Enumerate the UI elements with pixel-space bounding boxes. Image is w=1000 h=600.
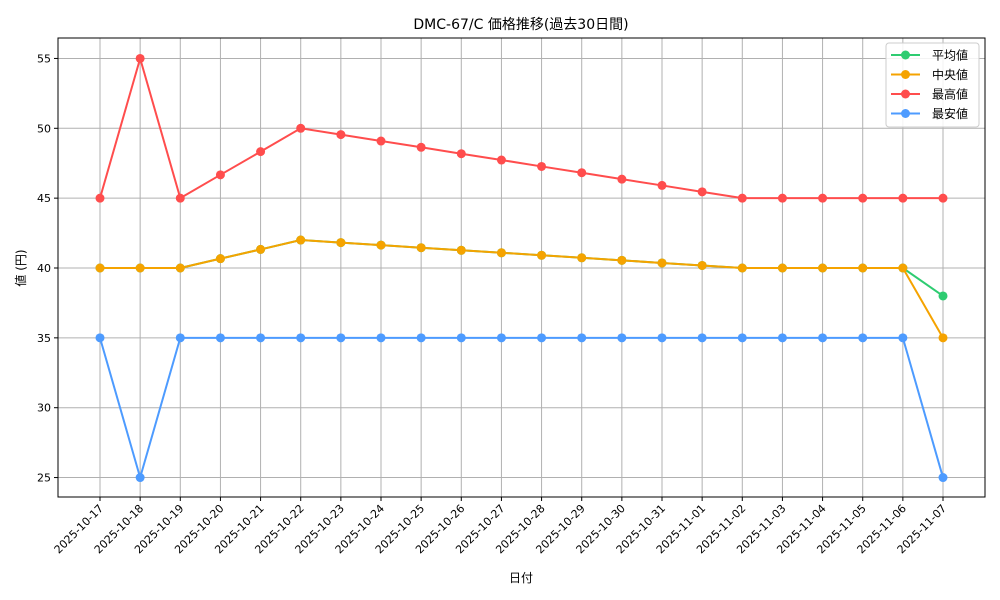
data-point-marker <box>617 255 627 265</box>
series-line <box>95 333 948 483</box>
data-point-marker <box>376 333 386 343</box>
data-point-marker <box>577 168 587 178</box>
data-point-marker <box>376 136 386 146</box>
data-point-marker <box>617 174 627 184</box>
legend-marker-swatch <box>901 89 910 99</box>
data-point-marker <box>818 193 828 203</box>
data-point-marker <box>336 333 346 343</box>
data-point-marker <box>858 333 868 343</box>
y-tick-label: 40 <box>37 262 51 275</box>
data-point-marker <box>456 245 466 255</box>
series-line <box>95 53 948 203</box>
data-point-marker <box>496 155 506 165</box>
data-point-marker <box>256 147 266 157</box>
data-point-marker <box>537 250 547 260</box>
data-point-marker <box>737 193 747 203</box>
data-point-marker <box>657 333 667 343</box>
data-point-marker <box>215 254 225 264</box>
data-point-marker <box>697 260 707 270</box>
data-point-marker <box>858 263 868 273</box>
data-point-marker <box>697 333 707 343</box>
data-point-marker <box>456 149 466 159</box>
data-point-marker <box>777 193 787 203</box>
data-point-marker <box>175 193 185 203</box>
series-path <box>99 54 943 200</box>
y-tick-label: 30 <box>37 402 51 415</box>
data-point-marker <box>657 258 667 268</box>
data-point-marker <box>175 333 185 343</box>
data-point-marker <box>215 170 225 180</box>
y-tick-label: 50 <box>37 122 51 135</box>
series-line <box>95 235 948 343</box>
data-point-marker <box>938 473 948 483</box>
data-point-marker <box>577 333 587 343</box>
data-point-marker <box>135 53 145 63</box>
y-tick-label: 25 <box>37 472 51 485</box>
data-point-marker <box>416 243 426 253</box>
data-point-marker <box>296 235 306 245</box>
x-axis-label: 日付 <box>509 571 533 585</box>
data-point-marker <box>938 193 948 203</box>
series-path <box>100 239 944 339</box>
data-point-marker <box>95 193 105 203</box>
data-point-marker <box>215 333 225 343</box>
data-point-marker <box>496 333 506 343</box>
data-point-marker <box>858 193 868 203</box>
data-point-marker <box>818 333 828 343</box>
data-point-marker <box>737 333 747 343</box>
legend-frame <box>885 42 980 128</box>
legend-entry-label: 最高値 <box>932 87 968 102</box>
data-point-marker <box>697 187 707 197</box>
legend-entry-label: 最安値 <box>932 106 968 121</box>
data-point-marker <box>898 193 908 203</box>
legend-entry-label: 平均値 <box>932 48 968 63</box>
data-point-marker <box>938 333 948 343</box>
y-tick-label: 35 <box>37 332 51 345</box>
data-point-marker <box>416 333 426 343</box>
data-point-marker <box>777 263 787 273</box>
data-point-marker <box>135 473 145 483</box>
data-point-marker <box>737 263 747 273</box>
data-point-marker <box>256 333 266 343</box>
series-layer <box>95 53 948 483</box>
legend-marker-swatch <box>901 70 910 79</box>
y-tick-label: 55 <box>37 52 51 65</box>
x-axis-ticks: 2025-10-172025-10-182025-10-192025-10-20… <box>52 497 949 556</box>
legend-entry-label: 中央値 <box>932 67 968 82</box>
chart-title: DMC-67/C 価格推移(過去30日間) <box>413 17 628 33</box>
data-point-marker <box>296 123 306 133</box>
data-point-marker <box>537 161 547 171</box>
data-point-marker <box>135 263 145 273</box>
data-point-marker <box>496 248 506 258</box>
data-point-marker <box>938 291 948 301</box>
data-point-marker <box>256 244 266 254</box>
data-point-marker <box>577 253 587 263</box>
y-axis-label: 値 (円) <box>13 249 28 286</box>
y-axis-ticks: 25 30 35 40 45 50 55 <box>37 52 58 485</box>
data-point-marker <box>456 333 466 343</box>
legend-marker-swatch <box>901 109 910 118</box>
data-point-marker <box>296 333 306 343</box>
data-point-marker <box>336 238 346 248</box>
data-point-marker <box>657 180 667 190</box>
data-point-marker <box>818 263 828 273</box>
data-point-marker <box>537 333 547 343</box>
legend-marker-swatch <box>901 50 910 60</box>
data-point-marker <box>376 240 386 250</box>
series-path <box>99 336 944 482</box>
data-point-marker <box>95 263 105 273</box>
data-point-marker <box>898 263 908 273</box>
data-point-marker <box>95 333 105 343</box>
data-point-marker <box>617 333 627 343</box>
data-point-marker <box>336 130 346 140</box>
data-point-marker <box>416 142 426 152</box>
data-point-marker <box>175 263 185 273</box>
data-point-marker <box>777 333 787 343</box>
data-point-marker <box>898 333 908 343</box>
y-tick-label: 45 <box>37 192 51 205</box>
